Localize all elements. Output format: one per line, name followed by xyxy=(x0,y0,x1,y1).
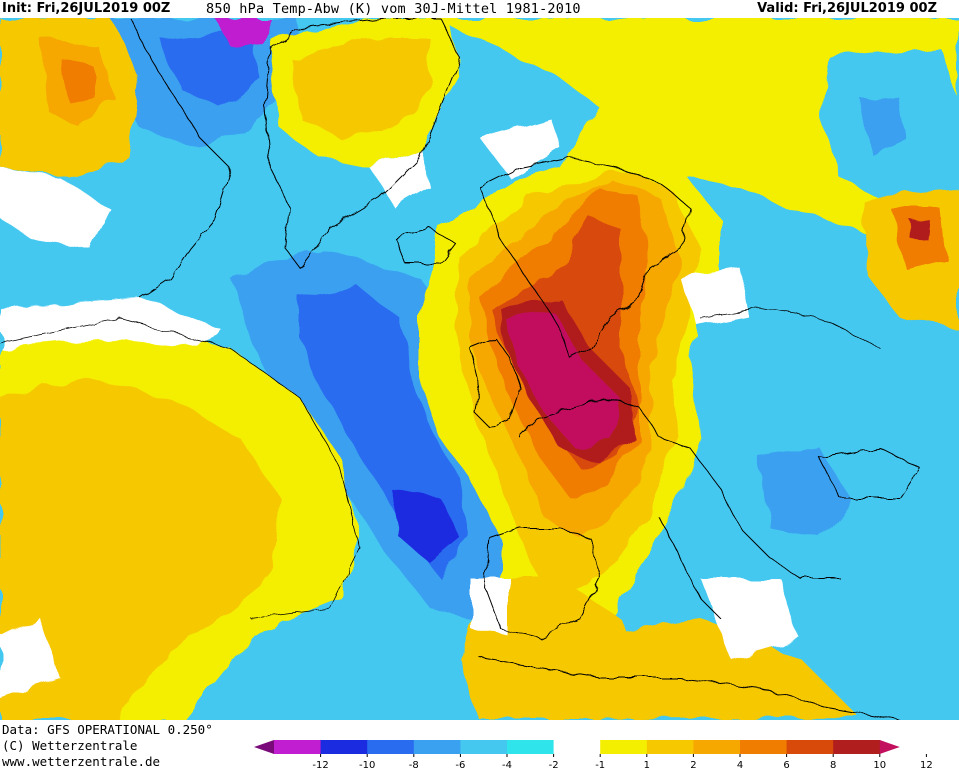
neutral-sw-corner xyxy=(0,618,60,698)
legend-tick-label: -12 xyxy=(312,760,328,770)
warm-urals-peak xyxy=(908,218,930,240)
legend-swatch xyxy=(367,740,415,754)
valid-time-label: Valid: Fri,26JUL2019 00Z xyxy=(757,1,937,16)
warm-nw-peak xyxy=(60,58,95,103)
contour-europe xyxy=(699,307,881,349)
color-legend: -12 -10 -8 -6 -4 -2 -1 1 2 4 6 8 10 12 xyxy=(254,740,933,770)
legend-tick-label: -1 xyxy=(595,760,605,770)
legend-tick-label: 10 xyxy=(873,760,886,770)
warm-north-band xyxy=(420,18,959,478)
coastlines xyxy=(129,18,921,720)
cold-ne-core xyxy=(860,98,905,153)
copyright-text: (C) Wetterzentrale xyxy=(2,738,138,753)
legend-swatch xyxy=(693,740,741,754)
neutral-labrador xyxy=(0,168,110,248)
legend-swatch xyxy=(413,740,461,754)
coast-iberia xyxy=(484,527,601,639)
legend-tick-label: 8 xyxy=(830,760,836,770)
coast-scandinavia xyxy=(479,157,691,359)
legend-tick-label: -2 xyxy=(549,760,559,770)
coast-iceland xyxy=(394,227,456,264)
legend-swatch xyxy=(833,740,881,754)
temperature-anomaly-map xyxy=(0,18,959,720)
contour-atlantic xyxy=(0,317,361,619)
warm-greenland-core xyxy=(290,38,430,138)
legend-tick-label: 12 xyxy=(920,760,933,770)
legend-tick-label: -8 xyxy=(409,760,419,770)
legend-swatch xyxy=(786,740,834,754)
neutral-norway-coast xyxy=(480,118,560,178)
legend-tick-label: 1 xyxy=(644,760,650,770)
map-title: 850 hPa Temp-Abw (K) vom 30J-Mittel 1981… xyxy=(206,1,581,17)
legend-swatch xyxy=(507,740,555,754)
legend-tick-label: 6 xyxy=(783,760,789,770)
cold-balkans xyxy=(760,448,850,538)
coast-western-europe xyxy=(519,397,840,579)
legend-swatch xyxy=(600,740,648,754)
legend-tick-label: -6 xyxy=(455,760,465,770)
neutral-central-atlantic xyxy=(0,298,220,348)
coast-british-isles xyxy=(469,337,521,429)
url-text: www.wetterzentrale.de xyxy=(2,754,161,769)
heat-dome-12 xyxy=(505,313,620,448)
legend-tick-label: -10 xyxy=(359,760,375,770)
legend-swatch xyxy=(740,740,788,754)
legend-swatch xyxy=(553,740,601,754)
legend-swatch xyxy=(320,740,368,754)
legend-tick-label: -4 xyxy=(502,760,512,770)
data-source-text: Data: GFS OPERATIONAL 0.250° xyxy=(2,722,213,737)
legend-arrow-left xyxy=(254,740,274,754)
coast-canada-arctic xyxy=(129,18,231,299)
legend-swatch xyxy=(274,740,322,754)
map-header: Init: Fri,26JUL2019 00Z 850 hPa Temp-Abw… xyxy=(0,0,959,18)
cold-core-north xyxy=(215,18,270,46)
neutral-central-europe xyxy=(680,268,750,328)
init-time-label: Init: Fri,26JUL2019 00Z xyxy=(2,1,171,16)
neutral-iberia-west xyxy=(470,578,510,638)
coast-black-sea xyxy=(819,447,921,499)
warm-se-africa xyxy=(560,618,860,720)
cold-region-baffin xyxy=(160,28,260,108)
zero-contours xyxy=(0,307,881,619)
coast-greenland xyxy=(264,18,461,269)
legend-tick-label: 4 xyxy=(737,760,743,770)
cold-atlantic-deep xyxy=(390,488,460,563)
coast-italy xyxy=(659,517,721,619)
legend-tick-label: 2 xyxy=(690,760,696,770)
warm-west-atlantic-core xyxy=(0,378,280,720)
legend-swatch xyxy=(646,740,694,754)
legend-swatch xyxy=(460,740,508,754)
neutral-africa xyxy=(700,578,800,658)
legend-arrow-right xyxy=(879,740,900,754)
coast-north-africa xyxy=(479,657,901,720)
